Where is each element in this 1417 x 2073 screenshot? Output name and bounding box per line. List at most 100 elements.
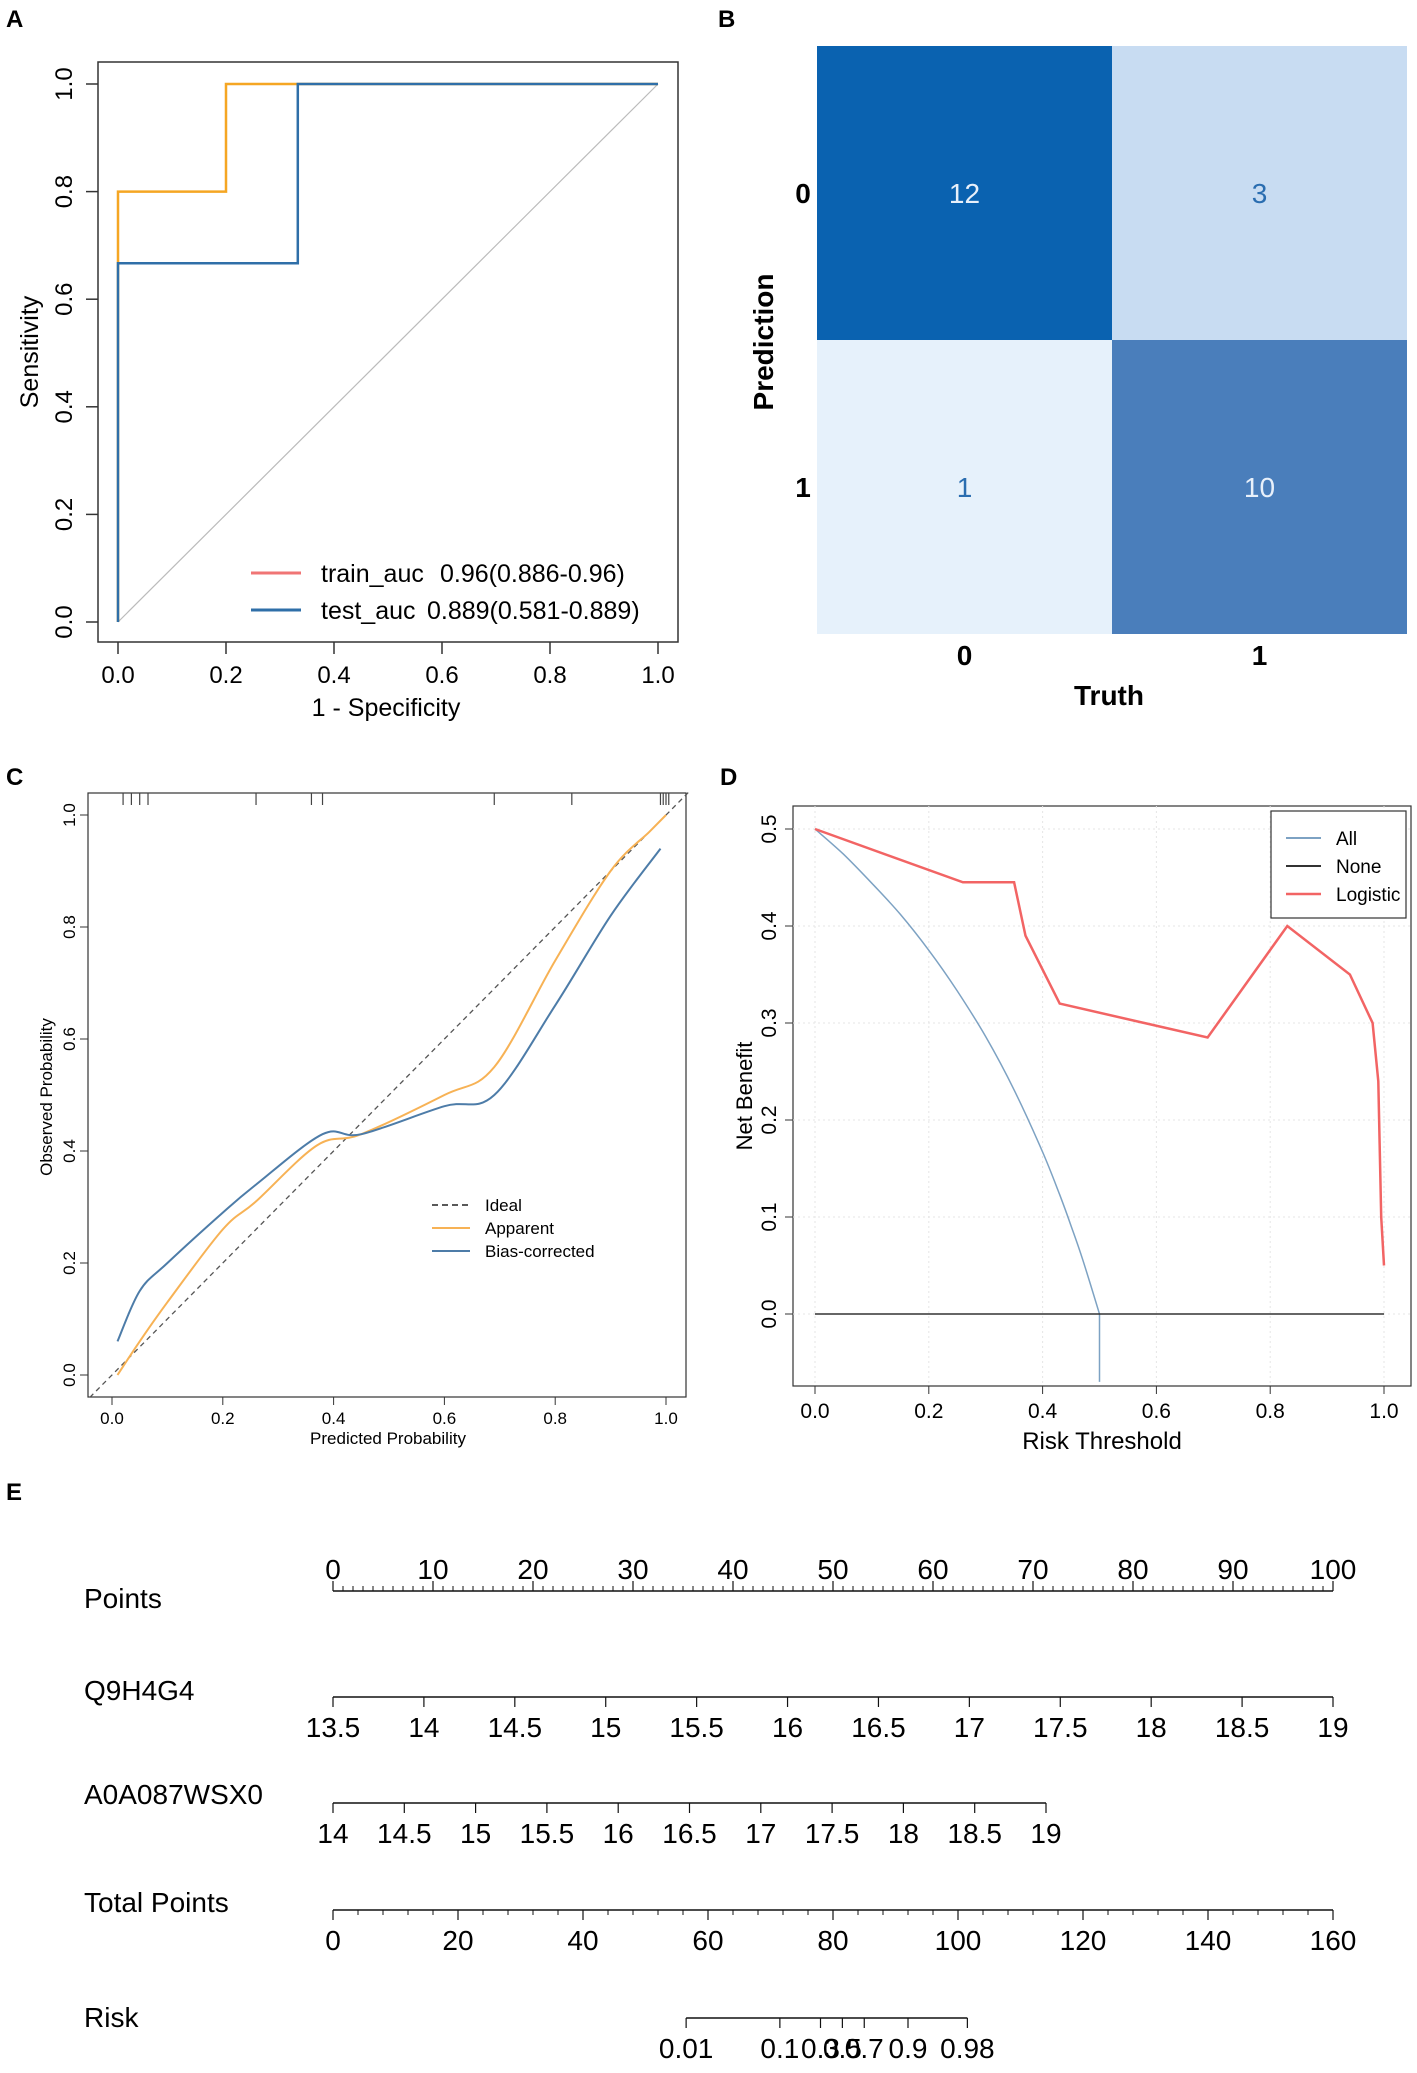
nomogram-tick-label: 20: [517, 1554, 548, 1585]
roc-xtick-label: 0.0: [101, 662, 134, 689]
legend-label-all: All: [1336, 829, 1357, 850]
nomogram-tick-label: 10: [417, 1554, 448, 1585]
roc-xlabel: 1 - Specificity: [312, 694, 461, 722]
roc-ylabel: Sensitivity: [16, 295, 44, 408]
nomogram-tick-label: 0.98: [940, 2033, 995, 2064]
nomogram-tick-label: 20: [442, 1925, 473, 1956]
cal-xtick-label: 0.8: [543, 1409, 567, 1428]
legend-value-test: 0.889(0.581-0.889): [427, 597, 640, 625]
cal-xtick-label: 0.0: [100, 1409, 124, 1428]
nomogram-row-points: Points 0 10 20 30 40 50 60 70 80 90 100: [84, 1554, 1356, 1614]
roc-ytick-label: 1.0: [51, 67, 78, 100]
nomogram-tick-label: 16: [772, 1712, 803, 1743]
nomogram-tick-label: 13.5: [306, 1712, 361, 1743]
cal-xtick-label: 1.0: [654, 1409, 678, 1428]
cal-ytick-label: 0.0: [60, 1363, 79, 1387]
nomogram-tick-label: 0: [325, 1925, 341, 1956]
nomogram-tick-label: 0: [325, 1554, 341, 1585]
nomogram-tick-label: 100: [1310, 1554, 1357, 1585]
panel-c-letter: C: [6, 764, 23, 791]
nomogram-tick-label: 14: [408, 1712, 439, 1743]
panel-a: A 0.0 0.2 0.4 0.6 0.8 1.0 0.0 0.2 0.4 0.6 0.8 1.0 1…: [6, 6, 679, 722]
nomogram-row-label: Total Points: [84, 1887, 229, 1918]
dca-xtick-label: 0.4: [1028, 1400, 1058, 1423]
legend-label-bias: Bias-corrected: [485, 1242, 595, 1261]
nomogram-tick-label: 18: [1136, 1712, 1167, 1743]
nomogram-tick-label: 17.5: [805, 1818, 860, 1849]
cm-xtick-label: 1: [1252, 640, 1268, 671]
nomogram-tick-label: 16: [603, 1818, 634, 1849]
nomogram-row-a0a087wsx0: A0A087WSX0 14 14.5 15 15.5 16 16.5 17 17.5 18 18.5…: [84, 1779, 1062, 1849]
cal-xlabel: Predicted Probability: [310, 1429, 466, 1448]
cal-xtick-label: 0.2: [211, 1409, 235, 1428]
nomogram-tick-label: 90: [1217, 1554, 1248, 1585]
dca-ytick-label: 0.5: [758, 814, 781, 843]
cal-line-bias-corrected: [116, 848, 662, 1342]
nomogram-tick-label: 120: [1060, 1925, 1107, 1956]
nomogram-tick-label: 16.5: [662, 1818, 717, 1849]
nomogram-tick-label: 40: [567, 1925, 598, 1956]
cm-xlabel: Truth: [1074, 680, 1144, 711]
dca-ytick-label: 0.4: [758, 911, 781, 941]
nomogram-tick-label: 15.5: [669, 1712, 724, 1743]
nomogram-tick-label: 18: [888, 1818, 919, 1849]
cm-cell-value: 3: [1252, 178, 1268, 209]
cm-cell-p1-t1: [1112, 340, 1407, 634]
nomogram-tick-label: 40: [717, 1554, 748, 1585]
panel-e: E Points 0 10 20 30 40 50 60 70 80 90 100 Q9H4G4 13.5…: [6, 1479, 1356, 2064]
panel-d-letter: D: [720, 764, 737, 791]
dca-line-all: [814, 828, 1101, 1382]
cm-ylabel: Prediction: [748, 274, 779, 411]
confusion-matrix: 12 31 100 101: [795, 46, 1407, 671]
cm-cell-value: 12: [949, 178, 980, 209]
cm-xtick-label: 0: [957, 640, 973, 671]
nomogram-tick-label: 15: [590, 1712, 621, 1743]
legend-label-ideal: Ideal: [485, 1196, 522, 1215]
roc-xtick-label: 0.4: [317, 662, 350, 689]
cal-xtick-label: 0.4: [322, 1409, 346, 1428]
cm-ytick-label: 1: [795, 472, 811, 503]
nomogram-row-risk: Risk 0.01 0.1 0.30.50.7 0.9 0.98: [84, 2002, 995, 2064]
roc-chart: 0.0 0.2 0.4 0.6 0.8 1.0 0.0 0.2 0.4 0.6 0.8 1.0: [51, 67, 675, 689]
calibration-chart: 0.0 0.2 0.4 0.6 0.8 1.0 0.0 0.2 0.4 0.6 0.8 1.0: [60, 792, 689, 1428]
dca-ytick-label: 0.1: [758, 1202, 781, 1231]
nomogram-tick-label: 160: [1310, 1925, 1357, 1956]
roc-xtick-label: 0.8: [533, 662, 566, 689]
roc-xtick-label: 1.0: [641, 662, 674, 689]
calibration-plot-frame: [87, 792, 687, 1398]
roc-legend: train_auc 0.96(0.886-0.96) test_auc 0.88…: [251, 560, 640, 625]
nomogram-tick-label: 60: [692, 1925, 723, 1956]
dca-xtick-label: 0.0: [800, 1400, 829, 1423]
dca-legend-box: [1270, 810, 1407, 919]
nomogram-row-q9h4g4: Q9H4G4 13.5 14 14.5 15 15.5 16 16.5 17 17.5 18 18.5…: [84, 1675, 1349, 1743]
panel-b-letter: B: [718, 6, 735, 33]
cal-ytick-label: 0.2: [60, 1251, 79, 1275]
cm-cell-value: 1: [957, 472, 973, 503]
dca-xtick-label: 0.2: [914, 1400, 943, 1423]
dca-ytick-label: 0.0: [758, 1299, 781, 1328]
nomogram-tick-label: 30: [617, 1554, 648, 1585]
nomogram-tick-label: 15.5: [520, 1818, 575, 1849]
nomogram-tick-label: 18.5: [947, 1818, 1002, 1849]
nomogram-tick-label: 0.5: [823, 2033, 862, 2064]
nomogram-tick-label: 14: [317, 1818, 348, 1849]
nomogram-tick-label: 18.5: [1215, 1712, 1270, 1743]
legend-value-train: 0.96(0.886-0.96): [440, 560, 625, 588]
dca-line-logistic: [814, 827, 1386, 1266]
dca-xlabel: Risk Threshold: [1022, 1428, 1182, 1455]
nomogram-row-label: Points: [84, 1583, 162, 1614]
roc-ytick-label: 0.2: [51, 498, 78, 531]
nomogram-tick-label: 17.5: [1033, 1712, 1088, 1743]
cal-ytick-label: 0.6: [60, 1027, 79, 1051]
nomogram-tick-label: 140: [1185, 1925, 1232, 1956]
nomogram-tick-label: 14.5: [488, 1712, 543, 1743]
cal-xtick-label: 0.6: [433, 1409, 457, 1428]
dca-plot-frame: [792, 805, 1412, 1387]
dca-lines: [814, 827, 1386, 1382]
roc-ytick-label: 0.4: [51, 390, 78, 423]
cal-ytick-label: 1.0: [60, 803, 79, 827]
legend-label-none: None: [1336, 857, 1381, 878]
cm-cell-p1-t0: [817, 340, 1112, 634]
cal-line-ideal: [89, 792, 689, 1398]
